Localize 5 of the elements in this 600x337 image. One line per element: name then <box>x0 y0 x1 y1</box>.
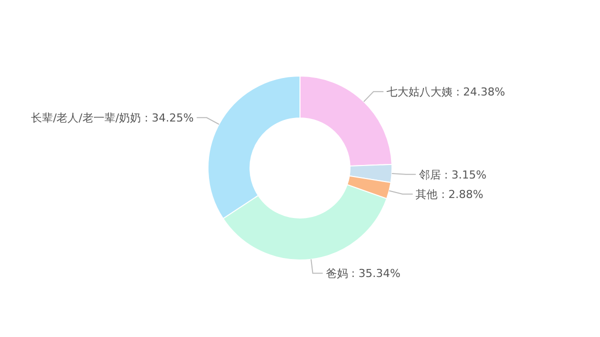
slice-label: 邻居 : 3.15% <box>418 168 486 182</box>
slice-label: 长辈/老人/老一辈/奶奶 : 34.25% <box>30 112 194 125</box>
slice-label: 其他 : 2.88% <box>416 188 484 202</box>
slice-label: 爸妈 : 35.34% <box>326 267 400 280</box>
slice-label: 七大姑八大姨 : 24.38% <box>386 86 506 99</box>
